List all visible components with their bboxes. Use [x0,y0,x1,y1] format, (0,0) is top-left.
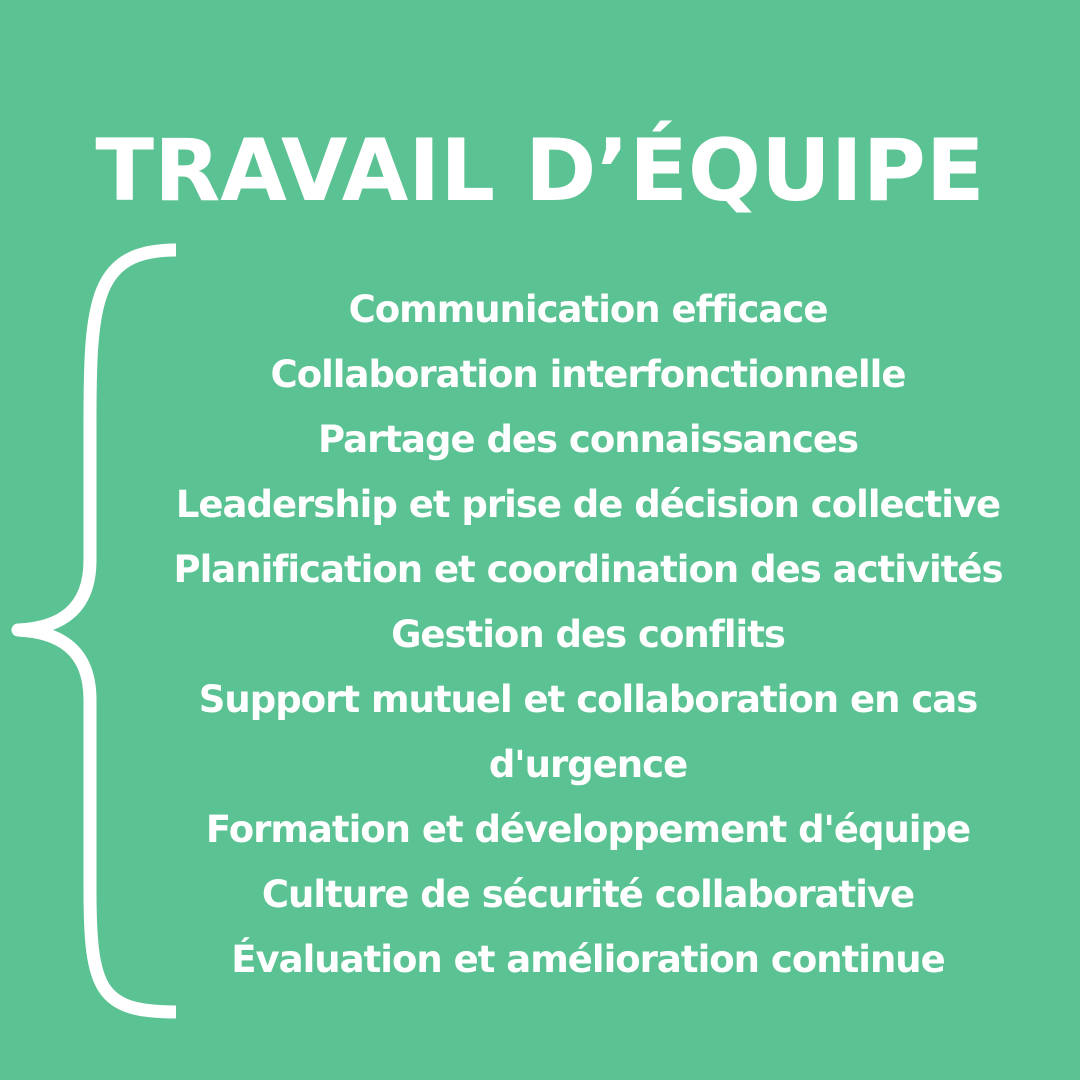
list-item: Culture de sécurité collaborative [261,873,915,916]
list-item: Gestion des conflits [391,613,786,656]
list-item: Support mutuel et collaboration en cas [198,678,979,721]
list-item: d'urgence [488,743,688,786]
list-item: Collaboration interfonctionnelle [270,353,907,396]
list-item: Formation et développement d'équipe [205,808,971,851]
list-item: Partage des connaissances [317,418,859,461]
list-item: Évaluation et amélioration continue [231,938,946,981]
poster-title: TRAVAIL D’ÉQUIPE [95,120,985,221]
list-item: Leadership et prise de décision collecti… [175,483,1001,526]
skills-list: Communication efficace Collaboration int… [110,277,1066,992]
list-item: Planification et coordination des activi… [173,548,1003,591]
list-item: Communication efficace [348,288,829,331]
